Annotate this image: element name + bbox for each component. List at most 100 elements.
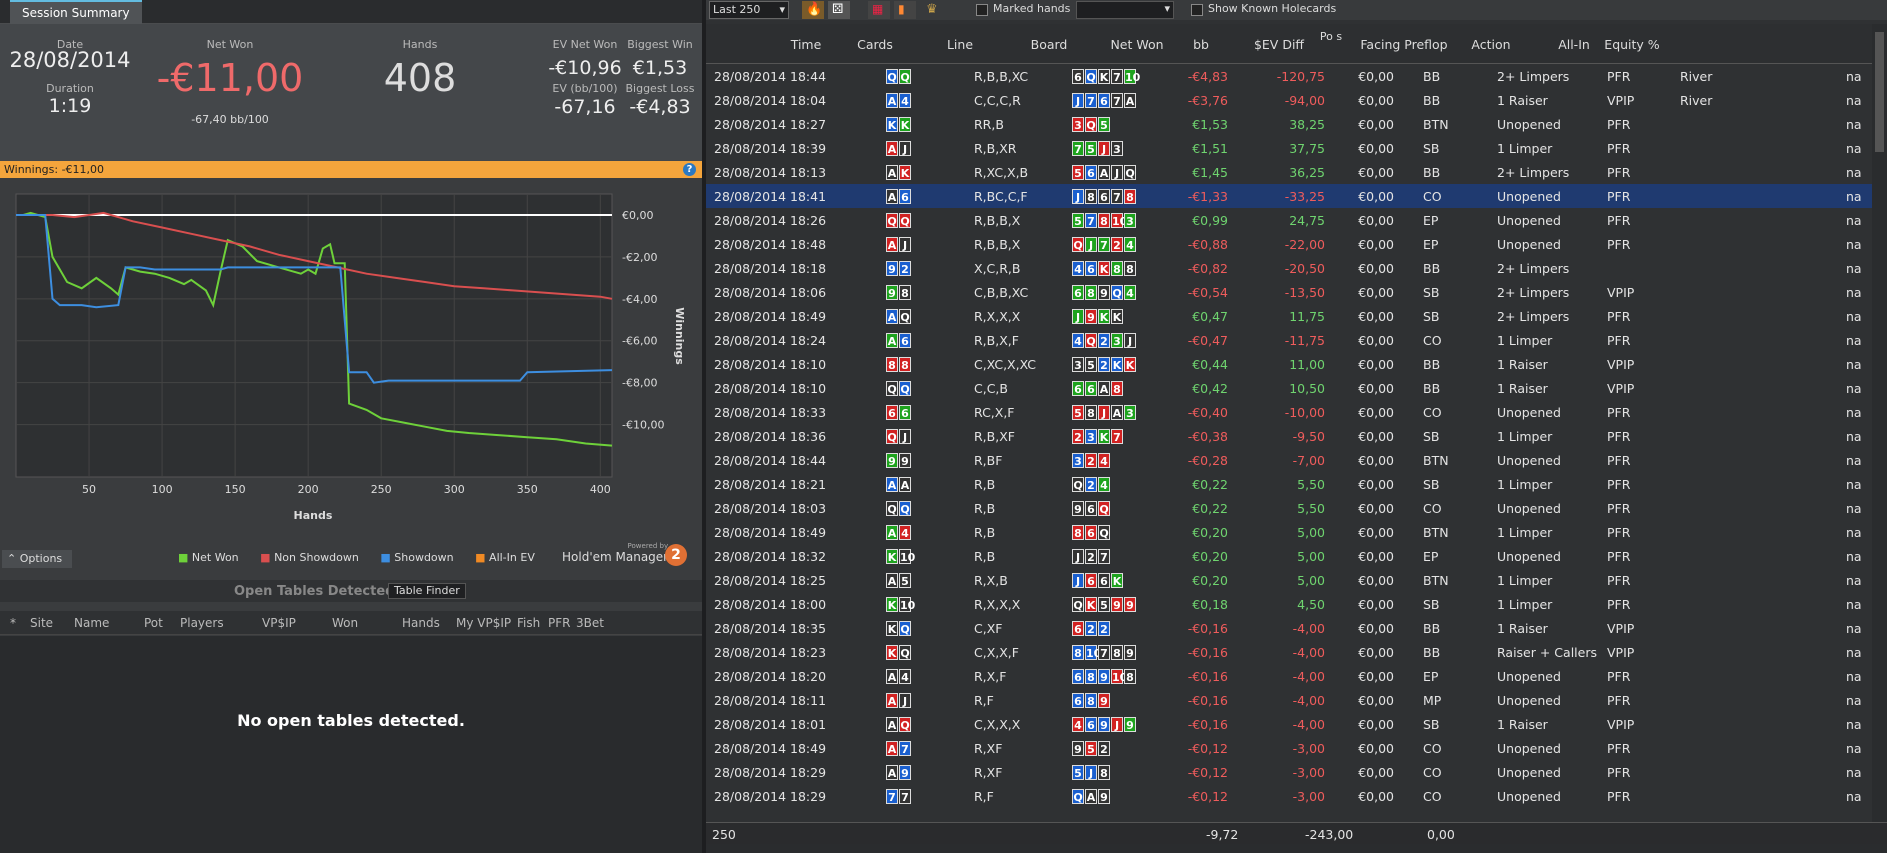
cell-facing-preflop: Unopened [1497, 549, 1561, 564]
card: 4 [1124, 285, 1136, 300]
hm2-logo-icon: 2 [665, 544, 687, 566]
table-row[interactable]: 28/08/2014 18:41 A 6 R,BC,C,F J 8 6 7 8 -€1,33 -33… [706, 184, 1872, 208]
card: 5 [1098, 117, 1110, 132]
table-row[interactable]: 28/08/2014 18:13 A K R,XC,X,B 5 6 A J Q €1,45 36,2… [706, 160, 1872, 184]
card: 3 [1111, 141, 1123, 156]
cell-ev-diff: €0,00 [1358, 189, 1394, 204]
card: 9 [886, 285, 898, 300]
table-row[interactable]: 28/08/2014 18:29 A 9 R,XF 5 J 8 -€0,12 -3,00 €0,0… [706, 760, 1872, 784]
marked-hands-dropdown[interactable]: ▾ [1076, 1, 1174, 19]
col-header-0[interactable]: Time [790, 37, 822, 52]
ot-col-5[interactable]: VP$IP [262, 616, 296, 630]
cell-time: 28/08/2014 18:21 [714, 477, 827, 492]
card: Q [899, 69, 911, 84]
table-row[interactable]: 28/08/2014 18:24 A 6 R,B,X,F 4 Q 2 3 J -€0,47 -11,… [706, 328, 1872, 352]
table-row[interactable]: 28/08/2014 18:10 8 8 C,XC,X,XC 3 5 2 K K €0,44 11,… [706, 352, 1872, 376]
table-row[interactable]: 28/08/2014 18:49 A 4 R,B 8 6 Q €0,20 5,00 €0,00 BT… [706, 520, 1872, 544]
help-icon[interactable]: ? [683, 163, 696, 176]
card: 9 [899, 453, 911, 468]
card: J [899, 237, 911, 252]
dice-icon[interactable]: ⚄ [828, 1, 850, 19]
table-row[interactable]: 28/08/2014 18:27 K K RR,B 3 Q 5 €1,53 38,25 €0,00… [706, 112, 1872, 136]
col-header-2[interactable]: Line [946, 37, 974, 52]
vertical-scrollbar[interactable] [1872, 24, 1887, 822]
table-finder-button[interactable]: Table Finder [388, 583, 466, 599]
table-row[interactable]: 28/08/2014 18:36 Q J R,B,XF 2 3 K 7 -€0,38 -9,50 €… [706, 424, 1872, 448]
bar-chart-icon[interactable]: ▮ [894, 1, 916, 19]
card: Q [886, 381, 898, 396]
col-header-5[interactable]: bb [1193, 37, 1209, 52]
options-label: Options [19, 552, 63, 565]
card: K [1085, 597, 1097, 612]
table-row[interactable]: 28/08/2014 18:04 A 4 C,C,C,R J 7 6 7 A -€3,76 -94,… [706, 88, 1872, 112]
table-row[interactable]: 28/08/2014 18:11 A J R,F 6 8 9 -€0,16 -4,00 €0,00… [706, 688, 1872, 712]
card: 3 [1072, 117, 1084, 132]
table-row[interactable]: 28/08/2014 18:49 A Q R,X,X,X J 9 K K €0,47 11,75 €… [706, 304, 1872, 328]
col-header-4[interactable]: Net Won [1110, 37, 1164, 52]
ot-col-0[interactable]: * [10, 616, 16, 630]
filter-dropdown[interactable]: Last 250 ▾ [709, 1, 789, 19]
card: A [886, 477, 898, 492]
card: 5 [1085, 741, 1097, 756]
table-row[interactable]: 28/08/2014 18:39 A J R,B,XR 7 5 J 3 €1,51 37,75 €0… [706, 136, 1872, 160]
known-holecards-checkbox[interactable] [1191, 4, 1203, 16]
table-row[interactable]: 28/08/2014 18:49 A 7 R,XF 9 5 2 -€0,12 -3,00 €0,0… [706, 736, 1872, 760]
cell-facing-preflop: 1 Raiser [1497, 381, 1548, 396]
ot-col-10[interactable]: PFR [548, 616, 571, 630]
horizontal-scrollbar[interactable] [706, 844, 1887, 853]
table-row[interactable]: 28/08/2014 18:10 Q Q C,C,B 6 6 A 8 €0,42 10,50 €0,… [706, 376, 1872, 400]
card: A [1098, 381, 1110, 396]
ot-col-1[interactable]: Site [30, 616, 54, 630]
col-header-10[interactable]: All-In [1558, 37, 1590, 52]
table-row[interactable]: 28/08/2014 18:44 9 9 R,BF 3 2 4 -€0,28 -7,00 €0,0… [706, 448, 1872, 472]
col-header-8[interactable]: Facing Preflop [1360, 37, 1448, 52]
col-header-9[interactable]: Action [1471, 37, 1511, 52]
ot-col-6[interactable]: Won [332, 616, 359, 630]
col-header-11[interactable]: Equity % [1604, 37, 1660, 52]
table-row[interactable]: 28/08/2014 18:48 A J R,B,B,X Q J 7 2 4 -€0,88 -22,… [706, 232, 1872, 256]
ot-col-3[interactable]: Pot [144, 616, 163, 630]
ot-col-8[interactable]: My VP$IP [456, 616, 512, 630]
col-header-7[interactable]: Po s [1319, 30, 1343, 43]
table-row[interactable]: 28/08/2014 18:32 K 10 R,B J 2 7 €0,20 5,00 €0,00 E… [706, 544, 1872, 568]
cell-equity: na [1846, 669, 1862, 684]
ot-col-11[interactable]: 3Bet [576, 616, 604, 630]
table-row[interactable]: 28/08/2014 18:03 Q Q R,B 9 6 Q €0,22 5,50 €0,00 CO… [706, 496, 1872, 520]
table-row[interactable]: 28/08/2014 18:26 Q Q R,B,B,X 5 7 8 10 3 €0,99 24,7… [706, 208, 1872, 232]
table-row[interactable]: 28/08/2014 18:35 K Q C,XF 6 2 2 -€0,16 -4,00 €0,0… [706, 616, 1872, 640]
card: 8 [1085, 405, 1097, 420]
flame-icon[interactable]: 🔥 [802, 1, 824, 19]
ot-col-9[interactable]: Fish [517, 616, 541, 630]
table-row[interactable]: 28/08/2014 18:06 9 8 C,B,B,XC 6 8 9 Q 4 -€0,54 -13… [706, 280, 1872, 304]
cell-facing-preflop: 1 Limper [1497, 597, 1553, 612]
table-row[interactable]: 28/08/2014 18:23 K Q C,X,X,F 8 10 7 8 9 -€0,16 -4,… [706, 640, 1872, 664]
options-button[interactable]: ⌃ Options [2, 550, 72, 568]
table-row[interactable]: 28/08/2014 18:18 9 2 X,C,R,B 4 6 K 8 8 -€0,82 -20,… [706, 256, 1872, 280]
ot-col-7[interactable]: Hands [402, 616, 440, 630]
ot-col-2[interactable]: Name [74, 616, 110, 630]
table-row[interactable]: 28/08/2014 18:21 A A R,B Q 2 4 €0,22 5,50 €0,00 SB… [706, 472, 1872, 496]
table-row[interactable]: 28/08/2014 18:44 Q Q R,B,B,XC 6 Q K 7 10 -€4,83 -1… [706, 64, 1872, 88]
ot-col-4[interactable]: Players [180, 616, 224, 630]
card: 5 [1085, 357, 1097, 372]
table-row[interactable]: 28/08/2014 18:01 A Q C,X,X,X 4 6 9 J 9 -€0,16 -4,0… [706, 712, 1872, 736]
cell-ev-diff: €0,00 [1358, 285, 1394, 300]
panel-splitter[interactable] [702, 0, 706, 853]
col-header-1[interactable]: Cards [857, 37, 893, 52]
grid-icon[interactable]: ▦ [868, 1, 890, 19]
cell-position: BB [1423, 621, 1441, 636]
cell-bb: 4,50 [1297, 597, 1325, 612]
cell-equity: na [1846, 501, 1862, 516]
cell-action: PFR [1607, 237, 1631, 252]
table-row[interactable]: 28/08/2014 18:29 7 7 R,F Q A 9 -€0,12 -3,00 €0,00… [706, 784, 1872, 808]
col-header-6[interactable]: $EV Diff [1253, 37, 1305, 52]
col-header-3[interactable]: Board [1030, 37, 1068, 52]
table-row[interactable]: 28/08/2014 18:33 6 6 RC,X,F 5 8 J A 3 -€0,40 -10,0… [706, 400, 1872, 424]
table-row[interactable]: 28/08/2014 18:25 A 5 R,X,B J 6 6 K €0,20 5,00 €0,0… [706, 568, 1872, 592]
tab-session-summary[interactable]: Session Summary [10, 0, 142, 24]
table-row[interactable]: 28/08/2014 18:20 A 4 R,X,F 6 8 9 10 8 -€0,16 -4,00… [706, 664, 1872, 688]
table-row[interactable]: 28/08/2014 18:00 K 10 R,X,X,X Q K 5 9 9 €0,18 4,50… [706, 592, 1872, 616]
card: 5 [1072, 765, 1084, 780]
marked-hands-checkbox[interactable] [976, 4, 988, 16]
trophy-icon[interactable]: ♛ [926, 2, 938, 17]
